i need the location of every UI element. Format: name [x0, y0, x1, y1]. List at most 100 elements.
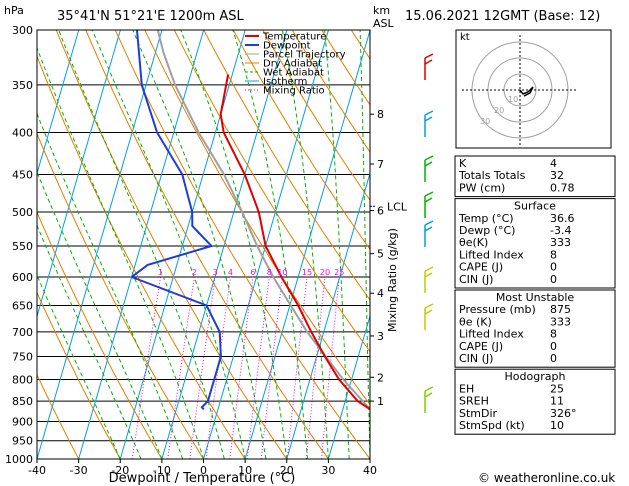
table-row-value: 8 — [550, 328, 557, 341]
table-row-value: 0.78 — [550, 181, 575, 194]
location-label: 35°41'N 51°21'E 1200m ASL — [57, 9, 245, 24]
legend-label: Dewpoint — [263, 41, 311, 52]
table-row-value: 326° — [550, 407, 577, 420]
dry-adiabat-line — [37, 54, 246, 459]
table-row-label: Dewp (°C) — [459, 224, 515, 237]
table-row-label: StmSpd (kt) — [459, 419, 525, 432]
table-row-value: 875 — [550, 303, 571, 316]
temperature-profile — [219, 74, 370, 411]
wind-barb-flag — [424, 226, 433, 232]
wind-barb-flag — [424, 191, 434, 197]
pressure-tick-label: 450 — [12, 168, 33, 181]
wind-barb-flag — [424, 386, 434, 392]
mixing-ratio-value-label: 3 — [213, 268, 218, 277]
mixing-ratio-value-label: 6 — [250, 268, 255, 277]
wind-barb-flag — [424, 392, 433, 398]
wind-barb-flag — [424, 266, 434, 272]
skewt-axes: 3003504004505005506006507007508008509009… — [5, 24, 408, 477]
isotherm-line — [161, 30, 288, 459]
table-row-label: PW (cm) — [459, 181, 505, 194]
dry-adiabat-line — [291, 30, 370, 153]
mixing-ratio-value-label: 10 — [277, 268, 287, 277]
mixing-ratio-line — [131, 276, 162, 459]
km-tick-label: 5 — [377, 248, 384, 261]
mixing-ratio-line — [286, 276, 308, 459]
wet-adiabat-line — [281, 30, 329, 459]
mixing-ratio-value-label: 25 — [334, 268, 344, 277]
wind-barbs — [424, 53, 434, 413]
pressure-tick-label: 300 — [12, 24, 33, 37]
x-tick-label: 10 — [238, 464, 252, 477]
dry-adiabat-line — [262, 30, 370, 202]
mixing-ratio-line — [260, 276, 283, 459]
copyright-label: © weatheronline.co.uk — [478, 471, 615, 485]
dry-adiabat-line — [37, 132, 204, 459]
km-tick-label: 6 — [377, 205, 384, 218]
wind-barb-flag — [424, 116, 433, 122]
table-row-value: 0 — [550, 261, 557, 274]
km-tick-label: 4 — [377, 287, 384, 300]
table-row-value: 333 — [550, 315, 571, 328]
mixing-ratio-line — [246, 276, 270, 459]
pressure-tick-label: 950 — [12, 435, 33, 448]
wind-barb-flag — [424, 155, 434, 161]
table-box — [454, 198, 616, 289]
table-title: Hodograph — [505, 370, 566, 383]
pressure-tick-label: 1000 — [5, 453, 33, 466]
legend-label: Dry Adiabat — [263, 59, 322, 70]
table-row-label: StmDir — [459, 407, 498, 420]
table-row-value: 36.6 — [550, 212, 575, 225]
table-row-label: K — [459, 157, 467, 170]
mixing-ratio-line — [229, 276, 254, 459]
pressure-tick-label: 550 — [12, 240, 33, 253]
pressure-tick-label: 700 — [12, 326, 33, 339]
legend-label: Isotherm — [263, 77, 307, 88]
mixing-ratio-line — [305, 276, 326, 459]
table-row-value: 11 — [550, 395, 564, 408]
km-tick-label: 7 — [377, 158, 384, 171]
table-row-label: CAPE (J) — [459, 261, 503, 274]
wet-adiabat-line — [324, 30, 350, 459]
table-row-value: -3.4 — [550, 224, 571, 237]
wind-barb-flag — [424, 53, 434, 59]
pressure-tick-label: 850 — [12, 395, 33, 408]
dry-adiabat-line — [37, 210, 163, 459]
legend-label: Parcel Trajectory — [263, 50, 346, 61]
table-title: Most Unstable — [496, 291, 575, 304]
wet-adiabat-line — [37, 224, 142, 459]
mixing-ratio-line — [205, 276, 231, 459]
table-row-value: 333 — [550, 236, 571, 249]
x-tick-label: -40 — [28, 464, 46, 477]
hodograph-kt-label: kt — [460, 32, 470, 43]
wind-barb-flag — [424, 309, 433, 315]
x-tick-label: -30 — [70, 464, 88, 477]
legend-label: Wet Adiabat — [263, 68, 324, 79]
mixing-ratio-value-label: 15 — [302, 268, 312, 277]
mixing-ratio-value-label: 20 — [320, 268, 330, 277]
wet-adiabat-line — [359, 30, 370, 459]
wind-barb-flag — [424, 110, 434, 116]
table-row-value: 0 — [550, 273, 557, 286]
table-title: Surface — [514, 200, 556, 213]
dry-adiabat-line — [232, 30, 370, 251]
isotherm-line — [78, 30, 205, 459]
wind-barb-flag — [424, 197, 433, 203]
dry-adiabat-line — [144, 30, 370, 406]
dry-adiabat-line — [37, 291, 121, 459]
dry-adiabat-line — [37, 373, 80, 459]
legend-label: Mixing Ratio — [263, 86, 325, 97]
hodograph-ring-label: 10 — [508, 95, 518, 104]
table-box — [454, 368, 616, 435]
pressure-tick-label: 400 — [12, 127, 33, 140]
km-tick-label: 8 — [377, 108, 384, 121]
datetime-label: 15.06.2021 12GMT (Base: 12) — [405, 9, 600, 24]
table-row-label: SREH — [459, 395, 489, 408]
table-row-label: θe (K) — [459, 315, 492, 328]
table-box — [454, 289, 616, 368]
dry-adiabat-line — [203, 30, 370, 301]
skewt-plot-area — [37, 30, 370, 459]
table-row-value: 4 — [550, 157, 557, 170]
table-row-label: CIN (J) — [459, 352, 493, 365]
